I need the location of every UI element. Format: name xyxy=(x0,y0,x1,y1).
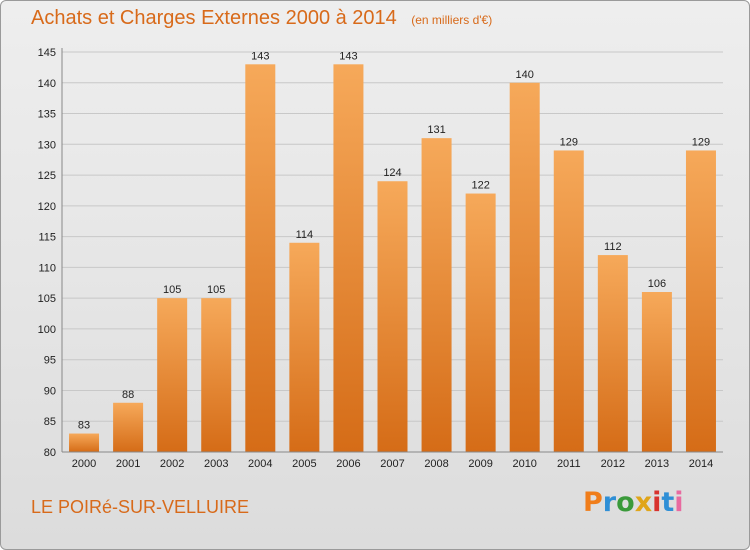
bar-value-label: 114 xyxy=(296,229,314,241)
bar xyxy=(641,292,672,452)
y-tick-label: 120 xyxy=(38,201,56,213)
bar xyxy=(685,150,716,452)
x-tick-label: 2001 xyxy=(116,458,140,470)
bar xyxy=(377,181,408,452)
bar xyxy=(509,82,540,453)
bar xyxy=(289,242,320,452)
bar-value-label: 83 xyxy=(78,420,90,432)
chart-title: Achats et Charges Externes 2000 à 2014 xyxy=(31,7,397,29)
bars xyxy=(69,64,716,453)
y-tick-label: 115 xyxy=(38,232,56,244)
bar xyxy=(333,64,364,453)
x-tick-label: 2006 xyxy=(336,458,360,470)
x-tick-label: 2011 xyxy=(557,458,581,470)
bar-value-label: 131 xyxy=(427,124,445,136)
y-tick-label: 90 xyxy=(44,385,56,397)
bar-value-label: 88 xyxy=(122,389,134,401)
x-tick-label: 2005 xyxy=(292,458,316,470)
x-tick-label: 2008 xyxy=(424,458,448,470)
bar-value-label: 122 xyxy=(471,180,489,192)
y-tick-label: 125 xyxy=(38,170,56,182)
y-tick-label: 145 xyxy=(38,47,56,59)
bar-value-label: 129 xyxy=(560,136,578,148)
x-axis-tick-labels: 2000 2001 2002 2003 2004 2005 2006 2007 2008 2009… xyxy=(72,458,713,470)
bar xyxy=(113,402,144,452)
bar xyxy=(597,255,628,452)
bar xyxy=(465,193,496,453)
bar xyxy=(157,298,188,452)
y-tick-label: 135 xyxy=(38,109,56,121)
bar xyxy=(201,298,232,452)
bar xyxy=(69,433,100,452)
axes xyxy=(61,48,723,453)
y-tick-label: 100 xyxy=(38,324,56,336)
x-tick-label: 2002 xyxy=(160,458,184,470)
bar xyxy=(553,150,584,452)
bar xyxy=(245,64,276,453)
bar xyxy=(421,138,452,452)
bar-value-label: 105 xyxy=(163,284,181,296)
bar-value-labels: 83 88 105 105 143 114 143 124 131 122 140 129 112 106… xyxy=(78,50,710,431)
proxiti-logo: Proxiti xyxy=(583,487,684,518)
bar-value-label: 112 xyxy=(604,241,622,253)
bar-value-label: 106 xyxy=(648,278,666,290)
x-tick-label: 2012 xyxy=(601,458,625,470)
y-tick-label: 105 xyxy=(38,293,56,305)
y-tick-label: 80 xyxy=(44,447,56,459)
bar-value-label: 143 xyxy=(251,50,269,62)
y-axis-tick-labels: 80 85 90 95 100 105 110 115 120 125 130 135 140 145 xyxy=(38,47,56,459)
x-tick-label: 2014 xyxy=(689,458,713,470)
y-tick-label: 130 xyxy=(38,139,56,151)
chart-subtitle: (en milliers d'€) xyxy=(411,13,493,27)
y-tick-label: 140 xyxy=(38,78,56,90)
x-tick-label: 2009 xyxy=(468,458,492,470)
bar-value-label: 129 xyxy=(692,136,710,148)
x-tick-label: 2004 xyxy=(248,458,272,470)
x-tick-label: 2010 xyxy=(512,458,536,470)
bar-value-label: 140 xyxy=(516,69,534,81)
commune-name: LE POIRé-SUR-VELLUIRE xyxy=(31,497,250,517)
x-tick-label: 2003 xyxy=(204,458,228,470)
title-row: Achats et Charges Externes 2000 à 2014 (… xyxy=(31,7,492,30)
y-tick-label: 95 xyxy=(44,355,56,367)
x-tick-label: 2007 xyxy=(380,458,404,470)
y-tick-label: 110 xyxy=(38,262,56,274)
bar-value-label: 124 xyxy=(383,167,401,179)
bar-value-label: 105 xyxy=(207,284,225,296)
y-tick-label: 85 xyxy=(44,416,56,428)
bar-value-label: 143 xyxy=(339,50,357,62)
x-tick-label: 2013 xyxy=(645,458,669,470)
x-tick-label: 2000 xyxy=(72,458,96,470)
